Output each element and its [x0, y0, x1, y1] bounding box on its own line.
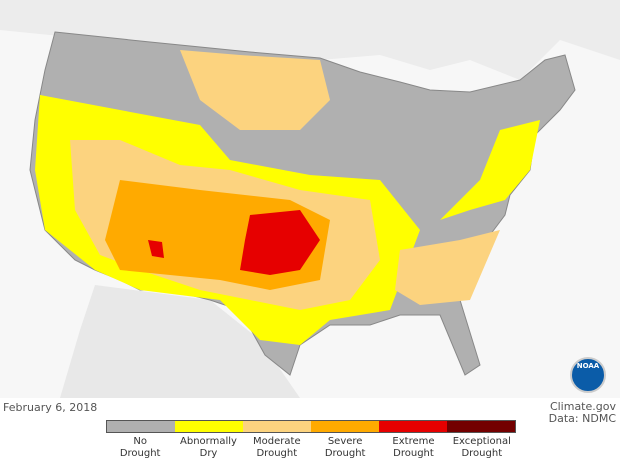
legend-swatch-abnormally-dry [175, 421, 243, 432]
legend-label: Exceptional Drought [452, 436, 511, 459]
drought-regions [35, 50, 540, 345]
legend-label: Abnormally Dry [180, 436, 237, 459]
mexico-landmass [60, 285, 300, 398]
legend-label: Moderate Drought [253, 436, 301, 459]
drought-map [0, 0, 620, 398]
map-date: February 6, 2018 [3, 401, 98, 414]
noaa-logo: NOAA [570, 357, 606, 393]
legend-labels: No Drought Abnormally Dry Moderate Droug… [106, 436, 516, 460]
legend-label: Severe Drought [324, 436, 366, 459]
legend-swatch-no-drought [107, 421, 175, 432]
credit-data: Data: NDMC [548, 412, 616, 425]
legend-swatch-severe-drought [311, 421, 379, 432]
legend-label: No Drought [119, 436, 161, 459]
legend-color-bar [106, 420, 516, 433]
legend-label: Extreme Drought [392, 436, 435, 459]
legend-swatch-moderate-drought [243, 421, 311, 432]
credit: Climate.gov Data: NDMC [549, 401, 616, 425]
credit-source: Climate.gov [549, 400, 616, 413]
legend-swatch-extreme-drought [379, 421, 447, 432]
canada-landmass [0, 0, 620, 80]
legend-swatch-exceptional-drought [447, 421, 515, 432]
